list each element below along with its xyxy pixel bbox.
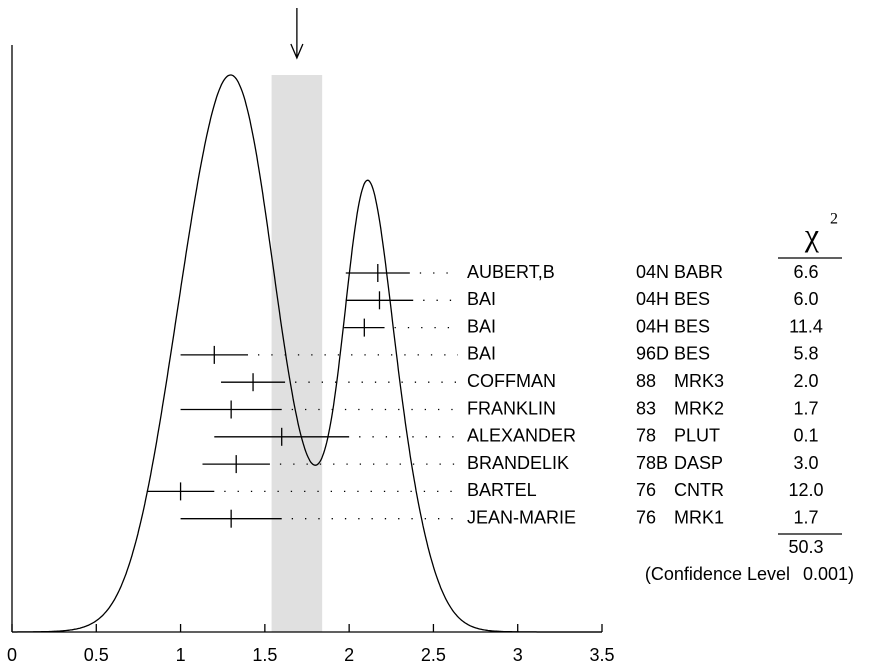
confidence-value: 0.001) (803, 564, 854, 584)
ideogram-curve (12, 74, 602, 633)
x-tick-label: 3.5 (589, 645, 614, 665)
x-tick-label: 0 (7, 645, 17, 665)
year: 88 (636, 371, 656, 391)
year: 78B (636, 453, 668, 473)
chi2: 6.6 (793, 262, 818, 282)
year: 04H (636, 316, 669, 336)
experiment: BABR (674, 262, 723, 282)
chi2: 1.7 (793, 398, 818, 418)
name: ALEXANDER (467, 426, 576, 446)
x-tick-label: 2 (344, 645, 354, 665)
name: BRANDELIK (467, 453, 569, 473)
name: BARTEL (467, 480, 537, 500)
name: BAI (467, 289, 496, 309)
experiment: BES (674, 344, 710, 364)
chi2: 0.1 (793, 426, 818, 446)
x-tick-label: 3 (513, 645, 523, 665)
experiment: CNTR (674, 480, 724, 500)
chi2: 6.0 (793, 289, 818, 309)
chi2: 1.7 (793, 507, 818, 527)
chi2-header: χ (804, 216, 820, 252)
year: 96D (636, 344, 669, 364)
experiment: DASP (674, 453, 723, 473)
chi2-header-power: 2 (830, 211, 838, 228)
year: 04H (636, 289, 669, 309)
chi2-total: 50.3 (788, 537, 823, 557)
name: BAI (467, 316, 496, 336)
name: JEAN-MARIE (467, 507, 576, 527)
average-arrow (290, 8, 304, 60)
experiment: PLUT (674, 426, 720, 446)
chi2: 11.4 (789, 316, 823, 336)
year: 78 (636, 426, 656, 446)
year: 76 (636, 507, 656, 527)
average-band (271, 75, 323, 632)
experiment: BES (674, 316, 710, 336)
x-tick-label: 2.5 (421, 645, 446, 665)
x-tick-label: 1 (176, 645, 186, 665)
year: 83 (636, 398, 656, 418)
name: BAI (467, 344, 496, 364)
experiment: MRK3 (674, 371, 724, 391)
chi2: 12.0 (788, 480, 823, 500)
chi2: 5.8 (793, 344, 818, 364)
experiment: MRK2 (674, 398, 724, 418)
experiment: BES (674, 289, 710, 309)
confidence-label: (Confidence Level (645, 564, 790, 584)
experiment: MRK1 (674, 507, 724, 527)
name: FRANKLIN (467, 398, 556, 418)
name: COFFMAN (467, 371, 556, 391)
x-tick-label: 0.5 (84, 645, 109, 665)
chi2: 2.0 (793, 371, 818, 391)
chi2: 3.0 (793, 453, 818, 473)
year: 76 (636, 480, 656, 500)
year: 04N (636, 262, 669, 282)
name: AUBERT,B (467, 262, 555, 282)
x-tick-label: 1.5 (252, 645, 277, 665)
